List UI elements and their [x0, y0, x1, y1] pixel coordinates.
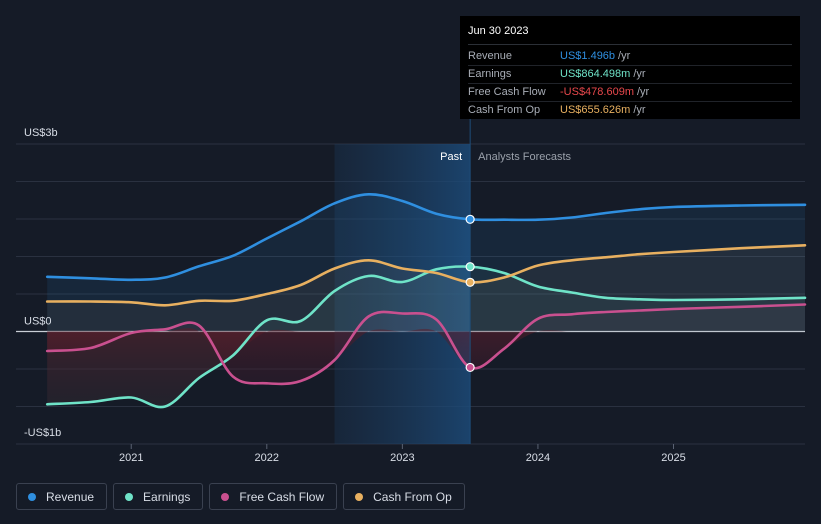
legend-item-free-cash-flow[interactable]: Free Cash Flow [209, 483, 338, 510]
highlight-points [465, 214, 475, 373]
series-line-earnings [45, 265, 807, 409]
legend: Revenue Earnings Free Cash Flow Cash Fro… [16, 483, 465, 510]
x-tick-label: 2023 [390, 452, 414, 464]
tooltip-unit: /yr [633, 68, 646, 80]
tooltip-label: Revenue [468, 50, 513, 62]
series-line-fcf [45, 303, 807, 386]
area-earnings [47, 266, 805, 408]
x-tick-label: 2021 [119, 452, 143, 464]
past-highlight-band [334, 144, 471, 444]
tooltip-value: US$864.498m [560, 68, 631, 80]
tooltip-label: Earnings [468, 68, 512, 80]
legend-dot-icon [221, 492, 230, 501]
tooltip-unit: /yr [633, 104, 646, 116]
tooltip-value: -US$478.609m [560, 86, 634, 98]
legend-label: Cash From Op [373, 489, 452, 504]
tooltip-row-cash-from-op: Cash From Op US$655.626m /yr [468, 102, 792, 119]
tooltip-row-free-cash-flow: Free Cash Flow -US$478.609m /yr [468, 84, 792, 102]
legend-item-earnings[interactable]: Earnings [113, 483, 204, 510]
segment-forecast-label: Analysts Forecasts [478, 151, 571, 163]
x-tick-label: 2025 [661, 452, 685, 464]
x-axis-ticks: 2021 2022 2023 2024 2025 [119, 444, 686, 464]
legend-label: Revenue [46, 489, 95, 504]
y-axis-bottom-label: -US$1b [24, 427, 61, 439]
legend-item-cash-from-op[interactable]: Cash From Op [343, 483, 465, 510]
tooltip-label: Free Cash Flow [468, 86, 546, 98]
series-lines [45, 192, 807, 409]
legend-dot-icon [28, 492, 36, 501]
area-cfo [47, 245, 805, 332]
y-axis-top-label: US$3b [24, 127, 58, 139]
tooltip-value: US$655.626m [560, 104, 631, 116]
negative-area-fcf [47, 328, 805, 384]
y-axis-zero-label: US$0 [24, 316, 52, 328]
tooltip-unit: /yr [618, 50, 631, 62]
x-tick-label: 2024 [526, 452, 550, 464]
tooltip-label: Cash From Op [468, 104, 541, 116]
segment-past-label: Past [440, 151, 462, 163]
point-earnings [465, 262, 475, 272]
legend-label: Earnings [143, 489, 191, 504]
series-line-cfo [45, 244, 807, 307]
tooltip-row-revenue: Revenue US$1.496b /yr [468, 48, 792, 66]
tooltip-value: US$1.496b [560, 50, 616, 62]
point-revenue [465, 214, 475, 224]
legend-dot-icon [355, 492, 364, 501]
tooltip-panel: Jun 30 2023 Revenue US$1.496b /yr Earnin… [460, 16, 800, 119]
legend-item-revenue[interactable]: Revenue [16, 483, 108, 510]
legend-dot-icon [125, 492, 134, 501]
legend-label: Free Cash Flow [239, 489, 325, 504]
tooltip-date: Jun 30 2023 [468, 24, 792, 45]
point-fcf [465, 362, 475, 373]
series-line-revenue [45, 192, 807, 282]
tooltip-row-earnings: Earnings US$864.498m /yr [468, 66, 792, 84]
x-tick-label: 2022 [255, 452, 279, 464]
point-cfo [465, 277, 475, 287]
tooltip-unit: /yr [637, 86, 650, 98]
